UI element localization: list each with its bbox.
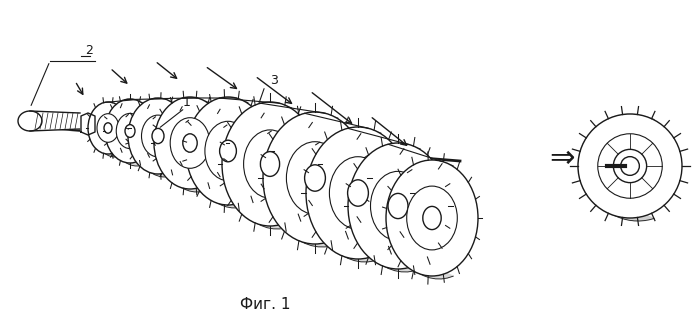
Ellipse shape (18, 111, 42, 131)
Polygon shape (88, 102, 121, 157)
Ellipse shape (597, 134, 662, 198)
Ellipse shape (263, 112, 367, 244)
Text: 3: 3 (270, 74, 278, 87)
Ellipse shape (388, 193, 408, 219)
Polygon shape (440, 182, 460, 205)
Ellipse shape (170, 118, 210, 168)
Polygon shape (128, 98, 174, 177)
Ellipse shape (117, 113, 144, 149)
Ellipse shape (97, 114, 119, 142)
Polygon shape (306, 127, 381, 262)
Ellipse shape (306, 127, 410, 259)
Ellipse shape (105, 99, 155, 163)
Ellipse shape (220, 140, 237, 162)
Polygon shape (154, 97, 208, 192)
Ellipse shape (407, 186, 457, 250)
Ellipse shape (304, 165, 325, 191)
Ellipse shape (329, 157, 387, 229)
Ellipse shape (88, 102, 128, 154)
Ellipse shape (142, 115, 174, 157)
Polygon shape (186, 97, 248, 208)
Polygon shape (348, 143, 420, 272)
Ellipse shape (614, 149, 646, 183)
Ellipse shape (621, 156, 639, 175)
Polygon shape (222, 102, 292, 229)
Ellipse shape (423, 206, 441, 230)
Ellipse shape (104, 123, 112, 133)
Ellipse shape (348, 143, 448, 269)
Ellipse shape (222, 102, 318, 226)
Ellipse shape (183, 134, 198, 152)
Ellipse shape (348, 180, 369, 206)
Ellipse shape (371, 171, 426, 241)
Ellipse shape (154, 97, 226, 189)
Polygon shape (81, 113, 95, 135)
Ellipse shape (205, 121, 251, 181)
Text: 1: 1 (183, 96, 191, 109)
Ellipse shape (125, 125, 135, 137)
Ellipse shape (128, 98, 188, 174)
Text: ⇒: ⇒ (549, 143, 574, 172)
Ellipse shape (260, 152, 280, 176)
Text: Фиг. 1: Фиг. 1 (239, 297, 290, 312)
Polygon shape (30, 111, 80, 131)
Polygon shape (263, 112, 338, 247)
Polygon shape (386, 160, 453, 279)
Ellipse shape (386, 160, 478, 276)
Ellipse shape (186, 97, 270, 205)
Ellipse shape (244, 130, 297, 198)
Ellipse shape (578, 114, 682, 218)
Ellipse shape (152, 128, 164, 143)
Polygon shape (105, 99, 144, 166)
Text: 2: 2 (85, 44, 93, 57)
Ellipse shape (286, 142, 343, 214)
Polygon shape (578, 114, 654, 221)
